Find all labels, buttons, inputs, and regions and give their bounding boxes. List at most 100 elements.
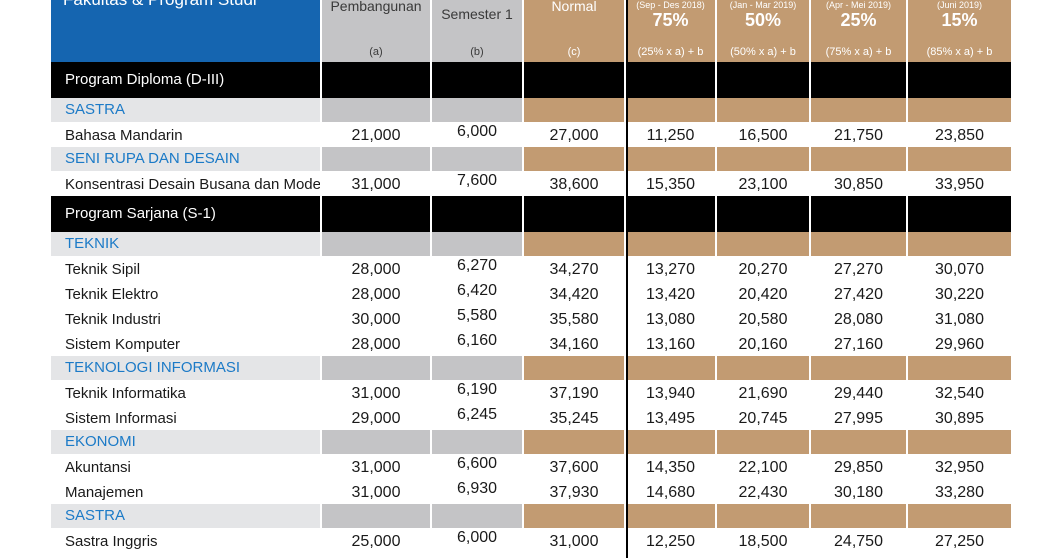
fee-value: 6,000 [432, 122, 524, 147]
header-col-title: Pembangunan [330, 0, 422, 14]
fee-value: 6,000 [432, 528, 524, 553]
program-row-fill [626, 196, 717, 232]
fee-value: 27,420 [811, 281, 908, 306]
fee-value: 22,430 [717, 479, 811, 504]
fee-value: 31,000 [322, 479, 432, 504]
category-heading: EKONOMI [51, 430, 322, 454]
category-row-fill [626, 430, 717, 454]
fee-value: 13,940 [626, 380, 717, 405]
fee-value: 5,580 [432, 306, 524, 331]
category-row-fill [322, 147, 432, 171]
fee-value: 31,080 [908, 306, 1013, 331]
fee-value: 6,930 [432, 479, 524, 504]
fee-value: 6,190 [432, 380, 524, 405]
fee-value: 28,080 [811, 306, 908, 331]
program-row-fill [908, 196, 1013, 232]
program-row-fill [908, 62, 1013, 98]
fee-value: 38,600 [524, 171, 626, 196]
header-col-title: Semester 1 [441, 6, 513, 22]
fee-value: 28,000 [322, 331, 432, 356]
fee-value: 16,500 [717, 122, 811, 147]
category-row-fill [524, 504, 626, 528]
fee-value: 22,100 [717, 454, 811, 479]
category-row-fill [811, 356, 908, 380]
fee-value: 20,160 [717, 331, 811, 356]
fee-value: 31,000 [322, 171, 432, 196]
header-col-5: (Jan - Mar 2019) 50% (50% x a) + b [717, 0, 811, 62]
category-row-fill [432, 504, 524, 528]
fee-value: 20,745 [717, 405, 811, 430]
program-name: Teknik Informatika [51, 380, 322, 405]
category-row-fill [626, 356, 717, 380]
category-row-fill [432, 98, 524, 122]
header-col-7: (Juni 2019) 15% (85% x a) + b [908, 0, 1013, 62]
category-row-fill [811, 430, 908, 454]
header-col-formula: (85% x a) + b [926, 46, 993, 58]
fee-value: 27,250 [908, 528, 1013, 553]
fee-value: 20,270 [717, 256, 811, 281]
program-row-fill [432, 196, 524, 232]
fee-value: 29,000 [322, 405, 432, 430]
category-row-fill [908, 504, 1013, 528]
header-col-4: (Sep - Des 2018) 75% (25% x a) + b [626, 0, 717, 62]
category-row-fill [322, 356, 432, 380]
header-col-2: Semester 1 (b) [432, 0, 524, 62]
category-heading: SENI RUPA DAN DESAIN [51, 147, 322, 171]
fee-value: 25,000 [322, 528, 432, 553]
header-col-percent: 15% [941, 10, 978, 30]
category-row-fill [432, 430, 524, 454]
fee-value: 29,960 [908, 331, 1013, 356]
program-row-fill [811, 196, 908, 232]
fee-value: 23,850 [908, 122, 1013, 147]
fee-value: 24,750 [811, 528, 908, 553]
category-row-fill [908, 147, 1013, 171]
program-row-fill [717, 62, 811, 98]
fee-value: 21,000 [322, 122, 432, 147]
fee-value: 31,000 [322, 380, 432, 405]
program-heading: Program Sarjana (S-1) [51, 196, 322, 232]
program-row-fill [626, 62, 717, 98]
program-name: Sistem Komputer [51, 331, 322, 356]
program-name: Teknik Industri [51, 306, 322, 331]
program-row-fill [811, 62, 908, 98]
category-row-fill [717, 98, 811, 122]
header-col-period: (Juni 2019) [936, 0, 983, 10]
header-col-sub: (b) [470, 46, 484, 58]
fee-value: 21,750 [811, 122, 908, 147]
header-col-sub: (a) [369, 46, 383, 58]
header-col-percent: 25% [840, 10, 877, 30]
fee-value: 28,000 [322, 281, 432, 306]
fee-value: 30,850 [811, 171, 908, 196]
category-row-fill [717, 232, 811, 256]
category-heading: SASTRA [51, 504, 322, 528]
fee-value: 32,950 [908, 454, 1013, 479]
fee-value: 37,190 [524, 380, 626, 405]
program-name: Manajemen [51, 479, 322, 504]
category-row-fill [322, 504, 432, 528]
fee-value: 13,270 [626, 256, 717, 281]
fee-value: 29,850 [811, 454, 908, 479]
fee-value: 27,160 [811, 331, 908, 356]
category-row-fill [908, 430, 1013, 454]
program-heading: Program Diploma (D-III) [51, 62, 322, 98]
category-row-fill [322, 430, 432, 454]
fee-value: 14,350 [626, 454, 717, 479]
fee-value: 28,000 [322, 256, 432, 281]
program-name: Sastra Inggris [51, 528, 322, 553]
category-row-fill [432, 356, 524, 380]
fee-value: 20,420 [717, 281, 811, 306]
category-row-fill [524, 98, 626, 122]
fee-value: 37,930 [524, 479, 626, 504]
header-label: Fakultas & Program Studi [51, 0, 322, 62]
category-row-fill [811, 232, 908, 256]
fee-value: 30,895 [908, 405, 1013, 430]
category-row-fill [432, 147, 524, 171]
fee-value: 30,180 [811, 479, 908, 504]
header-col-sub: (c) [567, 46, 581, 58]
program-name: Konsentrasi Desain Busana dan Mode [51, 171, 322, 196]
program-row-fill [717, 196, 811, 232]
category-row-fill [908, 232, 1013, 256]
category-heading: TEKNOLOGI INFORMASI [51, 356, 322, 380]
category-heading: SASTRA [51, 98, 322, 122]
category-row-fill [908, 98, 1013, 122]
